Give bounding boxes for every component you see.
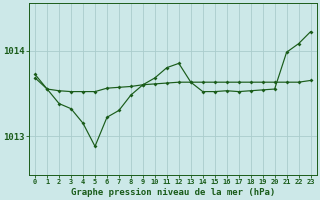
X-axis label: Graphe pression niveau de la mer (hPa): Graphe pression niveau de la mer (hPa) xyxy=(71,188,275,197)
